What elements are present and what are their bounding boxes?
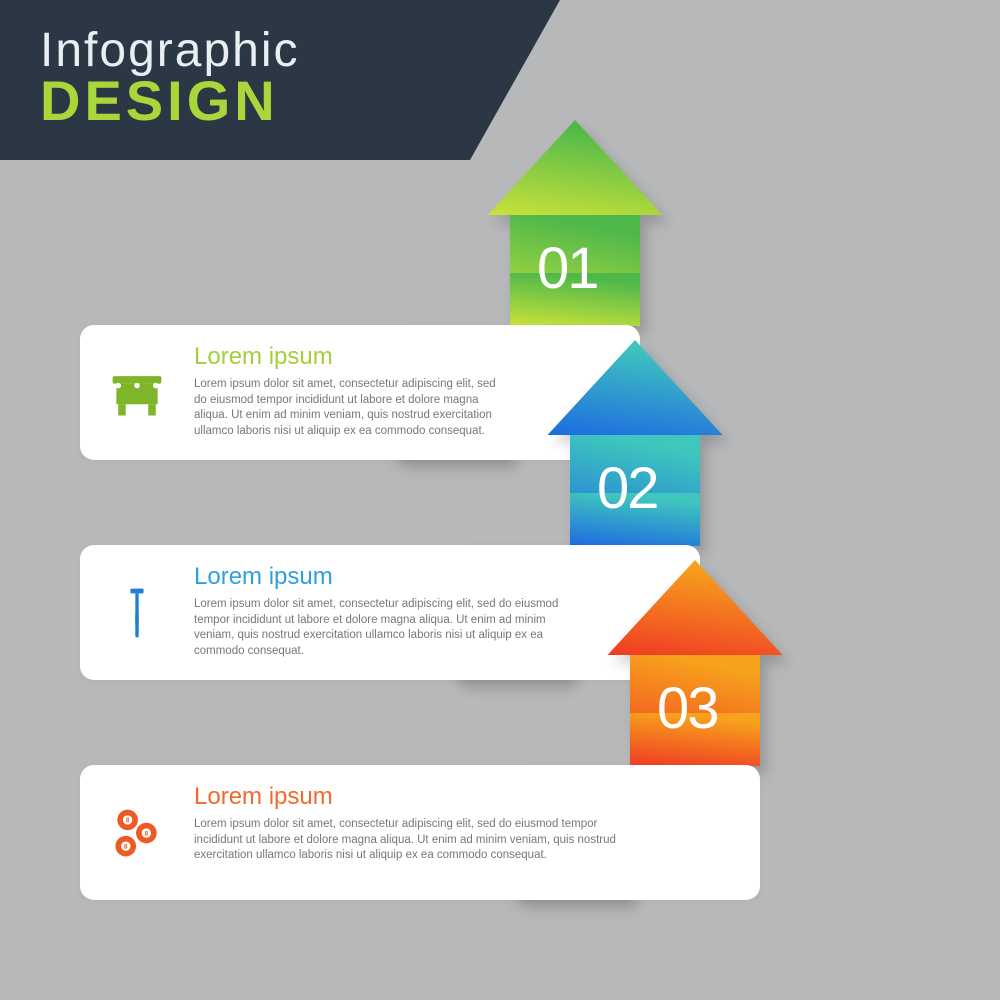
info-card-03: 8 8 8 Lorem ipsum Lorem ipsum dolor sit … xyxy=(80,765,760,900)
step-number: 01 xyxy=(537,235,598,302)
stage: Infographic DESIGN 01 xyxy=(0,0,1000,1000)
cue-stick-icon xyxy=(107,583,167,643)
card-body: Lorem ipsum dolor sit amet, consectetur … xyxy=(194,817,630,864)
header-line2: DESIGN xyxy=(40,69,279,132)
billiard-balls-icon: 8 8 8 xyxy=(107,803,167,863)
header-title: Infographic DESIGN xyxy=(40,28,520,127)
card-icon-slot: 8 8 8 xyxy=(102,783,172,882)
svg-text:8: 8 xyxy=(145,830,149,837)
card-icon-slot xyxy=(102,343,172,442)
svg-text:8: 8 xyxy=(124,843,128,850)
card-title: Lorem ipsum xyxy=(194,783,630,811)
svg-text:8: 8 xyxy=(126,817,130,824)
card-text: Lorem ipsum Lorem ipsum dolor sit amet, … xyxy=(194,783,630,864)
card-icon-slot xyxy=(102,563,172,662)
pool-table-icon xyxy=(107,363,167,423)
step-number: 02 xyxy=(597,455,658,522)
step-number: 03 xyxy=(657,675,718,742)
